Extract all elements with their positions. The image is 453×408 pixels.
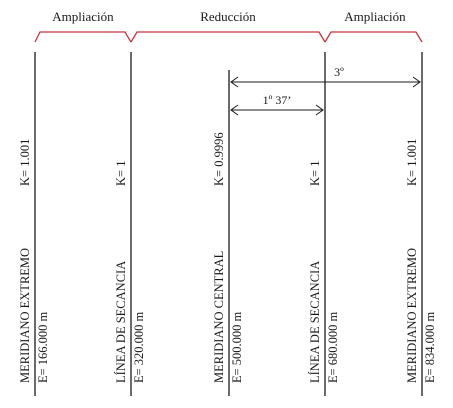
meridian-4-k: K= 1: [308, 161, 322, 186]
zone-brace-center: [130, 31, 326, 43]
meridian-5-name: MERIDIANO EXTREMO: [405, 248, 419, 383]
meridian-5-e: E= 834.000 m: [423, 311, 437, 383]
meridian-1-e: E= 166.000 m: [36, 311, 50, 383]
angle-dimension-full: [230, 76, 421, 88]
zone-brace-right: [324, 31, 423, 43]
zone-label-center: Reducción: [200, 9, 256, 24]
meridian-3-k: K= 0.9996: [212, 132, 226, 186]
angle-dimension-partial: [230, 104, 324, 116]
meridian-1-name: MERIDIANO EXTREMO: [18, 248, 32, 383]
meridian-3-e: E= 500.000 m: [230, 311, 244, 383]
meridian-4-name: LÍNEA DE SECANCIA: [308, 261, 322, 383]
zone-label-right: Ampliación: [344, 9, 406, 24]
angle-label-full: 3º: [334, 65, 344, 79]
meridian-2-e: E= 320.000 m: [132, 311, 146, 383]
meridian-5-k: K= 1.001: [405, 139, 419, 186]
meridian-3-name: MERIDIANO CENTRAL: [212, 251, 226, 383]
meridian-2-k: K= 1: [114, 161, 128, 186]
zone-brace-left: [34, 31, 132, 43]
angle-label-partial: 1º 37’: [263, 93, 292, 107]
zone-label-left: Ampliación: [52, 9, 114, 24]
meridian-2-name: LÍNEA DE SECANCIA: [114, 261, 128, 383]
meridian-4-e: E= 680.000 m: [326, 311, 340, 383]
meridian-1-k: K= 1.001: [18, 139, 32, 186]
